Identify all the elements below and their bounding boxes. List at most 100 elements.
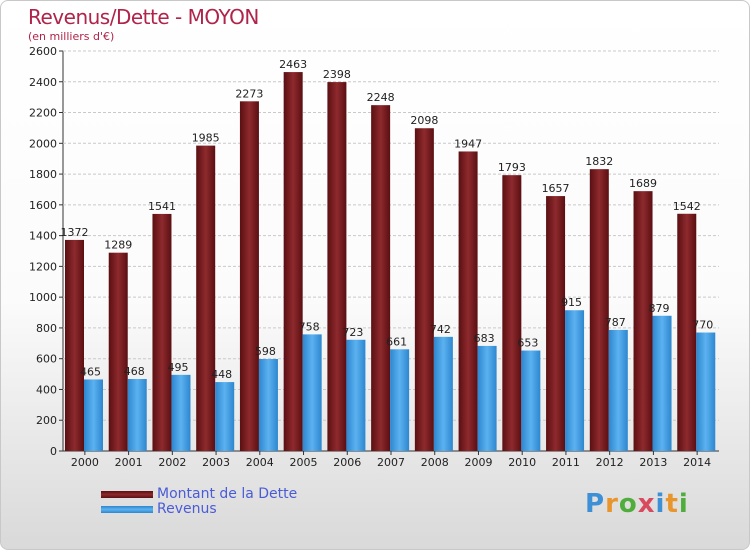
value-label-revenus-2004: 598 (255, 345, 276, 358)
bar-dette-2012 (589, 169, 609, 451)
legend-swatch-revenus (101, 506, 153, 513)
y-tick-label: 200 (36, 414, 57, 427)
value-label-revenus-2002: 495 (167, 361, 188, 374)
y-tick-label: 1400 (29, 230, 57, 243)
value-label-dette-2009: 1947 (454, 137, 482, 150)
x-tick-label-2003: 2003 (202, 456, 230, 469)
value-label-revenus-2009: 683 (474, 332, 495, 345)
bar-revenus-2012 (608, 329, 628, 451)
x-tick-label-2010: 2010 (508, 456, 536, 469)
value-label-revenus-2008: 742 (430, 323, 451, 336)
bar-dette-2006 (327, 82, 347, 452)
bar-revenus-2004 (258, 359, 278, 451)
value-label-dette-2003: 1985 (192, 132, 220, 145)
bar-dette-2004 (239, 101, 259, 452)
bar-dette-2005 (283, 72, 303, 452)
legend-swatch-dette (101, 491, 153, 498)
x-tick-label-2006: 2006 (333, 456, 361, 469)
bar-dette-2010 (502, 175, 522, 451)
chart-title: Revenus/Dette - MOYON (28, 5, 259, 29)
bar-dette-2001 (108, 252, 128, 451)
y-tick-label: 2200 (29, 107, 57, 120)
y-tick-label: 0 (50, 445, 57, 458)
bars-layer (65, 72, 716, 452)
bar-revenus-2010 (521, 350, 541, 451)
bar-revenus-2001 (127, 379, 147, 451)
x-tick-label-2002: 2002 (158, 456, 186, 469)
value-label-dette-2008: 2098 (410, 114, 438, 127)
value-label-revenus-2000: 465 (80, 365, 101, 378)
y-tick-label: 2400 (29, 76, 57, 89)
bar-dette-2014 (677, 213, 697, 451)
value-label-revenus-2011: 915 (561, 296, 582, 309)
x-tick-label-2007: 2007 (377, 456, 405, 469)
value-label-revenus-2014: 770 (692, 319, 713, 332)
value-label-revenus-2007: 661 (386, 335, 407, 348)
chart-subtitle: (en milliers d'€) (28, 30, 115, 43)
y-tick-label: 2000 (29, 137, 57, 150)
bar-revenus-2008 (433, 336, 453, 451)
bar-dette-2003 (196, 145, 216, 451)
x-tick-label-2009: 2009 (464, 456, 492, 469)
bar-revenus-2007 (390, 349, 410, 451)
value-label-revenus-2013: 879 (649, 302, 670, 315)
x-tick-label-2012: 2012 (596, 456, 624, 469)
value-label-revenus-2006: 723 (342, 326, 363, 339)
bar-dette-2013 (633, 191, 653, 451)
y-tick-label: 2600 (29, 45, 57, 58)
bar-revenus-2002 (171, 374, 191, 451)
y-tick-label: 400 (36, 383, 57, 396)
value-label-dette-2014: 1542 (673, 200, 701, 213)
x-tick-label-2004: 2004 (246, 456, 274, 469)
value-label-revenus-2001: 468 (124, 365, 145, 378)
value-label-dette-2007: 2248 (367, 91, 395, 104)
value-label-dette-2010: 1793 (498, 161, 526, 174)
value-label-dette-2013: 1689 (629, 177, 657, 190)
bar-dette-2007 (371, 105, 391, 452)
bar-revenus-2014 (696, 332, 716, 451)
bar-revenus-2000 (84, 379, 103, 451)
bar-dette-2002 (152, 213, 172, 451)
x-tick-label-2005: 2005 (290, 456, 318, 469)
bar-revenus-2009 (477, 345, 497, 451)
bar-revenus-2003 (215, 382, 235, 451)
value-label-dette-2005: 2463 (279, 58, 307, 71)
y-tick-label: 1000 (29, 291, 57, 304)
labels-layer: 0 200 400 600 800 1000 1200 1400 1600 1800 2000 220… (29, 45, 713, 469)
value-label-dette-2001: 1289 (104, 239, 132, 252)
y-tick-label: 1600 (29, 199, 57, 212)
x-tick-label-2011: 2011 (552, 456, 580, 469)
value-label-dette-2006: 2398 (323, 68, 351, 81)
bar-dette-2009 (458, 151, 478, 451)
bar-revenus-2013 (652, 315, 672, 451)
x-tick-label-2014: 2014 (683, 456, 711, 469)
value-label-revenus-2010: 653 (517, 337, 538, 350)
x-tick-label-2000: 2000 (71, 456, 99, 469)
legend-label-revenus: Revenus (157, 501, 217, 517)
bar-revenus-2006 (346, 339, 366, 451)
bar-dette-2000 (65, 239, 84, 451)
bar-revenus-2005 (302, 334, 322, 451)
y-tick-label: 800 (36, 322, 57, 335)
value-label-dette-2004: 2273 (235, 87, 263, 100)
y-tick-label: 1800 (29, 168, 57, 181)
y-tick-label: 600 (36, 353, 57, 366)
y-tick-label: 1200 (29, 260, 57, 273)
value-label-revenus-2012: 787 (605, 316, 626, 329)
x-tick-label-2013: 2013 (639, 456, 667, 469)
value-label-dette-2012: 1832 (585, 155, 613, 168)
bar-revenus-2011 (565, 310, 585, 451)
value-label-dette-2011: 1657 (542, 182, 570, 195)
legend-label-dette: Montant de la Dette (157, 486, 298, 502)
value-label-dette-2000: 1372 (61, 226, 89, 239)
x-tick-label-2001: 2001 (115, 456, 143, 469)
x-tick-label-2008: 2008 (421, 456, 449, 469)
bar-dette-2008 (414, 128, 434, 451)
value-label-dette-2002: 1541 (148, 200, 176, 213)
value-label-revenus-2003: 448 (211, 368, 232, 381)
bar-dette-2011 (546, 196, 566, 451)
value-label-revenus-2005: 758 (299, 320, 320, 333)
proxiti-logo: Proxiti (585, 489, 689, 519)
